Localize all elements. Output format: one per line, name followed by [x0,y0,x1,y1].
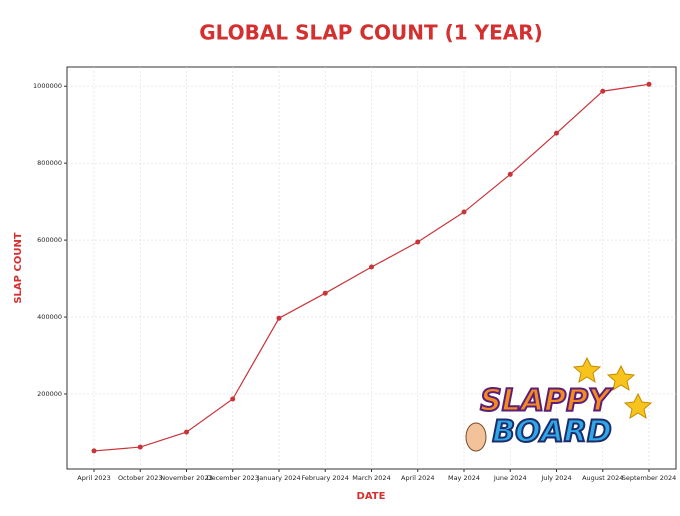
x-tick-label: June 2024 [493,474,527,482]
x-tick-label: March 2024 [352,474,390,482]
y-tick-label: 600000 [37,236,62,244]
point [415,239,421,245]
x-tick-label: December 2023 [207,474,259,482]
point [369,264,374,270]
x-tick-label: August 2024 [582,474,623,482]
y-tick-label: 800000 [37,159,62,167]
x-tick-label: January 2024 [256,474,300,482]
logo: SLAPPY BOARD [465,356,653,452]
point [230,396,236,402]
x-tick-label: April 2023 [77,474,110,482]
x-tick-label: April 2024 [401,474,434,482]
point [137,444,143,450]
point [507,171,513,177]
y-tick-label: 400000 [37,313,62,321]
point [322,290,328,296]
y-tick-label: 1000000 [33,82,62,90]
logo-text: BOARD [492,415,612,450]
star [572,356,602,384]
point [91,448,97,454]
chart-title: GLOBAL SLAP COUNT (1 YEAR) [199,21,543,45]
hand-icon [465,422,487,452]
x-tick-label: July 2024 [540,474,571,482]
y-tick-label: 200000 [37,390,62,398]
point [646,81,652,87]
point [600,88,606,94]
point [461,209,467,215]
y-axis-label: SLAP COUNT [13,232,24,303]
point [184,429,189,435]
point [554,130,559,136]
x-tick-label: October 2023 [118,474,163,482]
star [606,364,636,392]
x-tick-label: February 2024 [302,474,349,482]
logo-text: SLAPPY [480,384,613,419]
star [623,392,653,420]
x-axis-label: DATE [357,491,386,502]
x-tick-label: May 2024 [448,474,480,482]
x-tick-label: November 2023 [160,474,212,482]
point [276,315,282,321]
x-tick-label: September 2024 [622,474,677,482]
